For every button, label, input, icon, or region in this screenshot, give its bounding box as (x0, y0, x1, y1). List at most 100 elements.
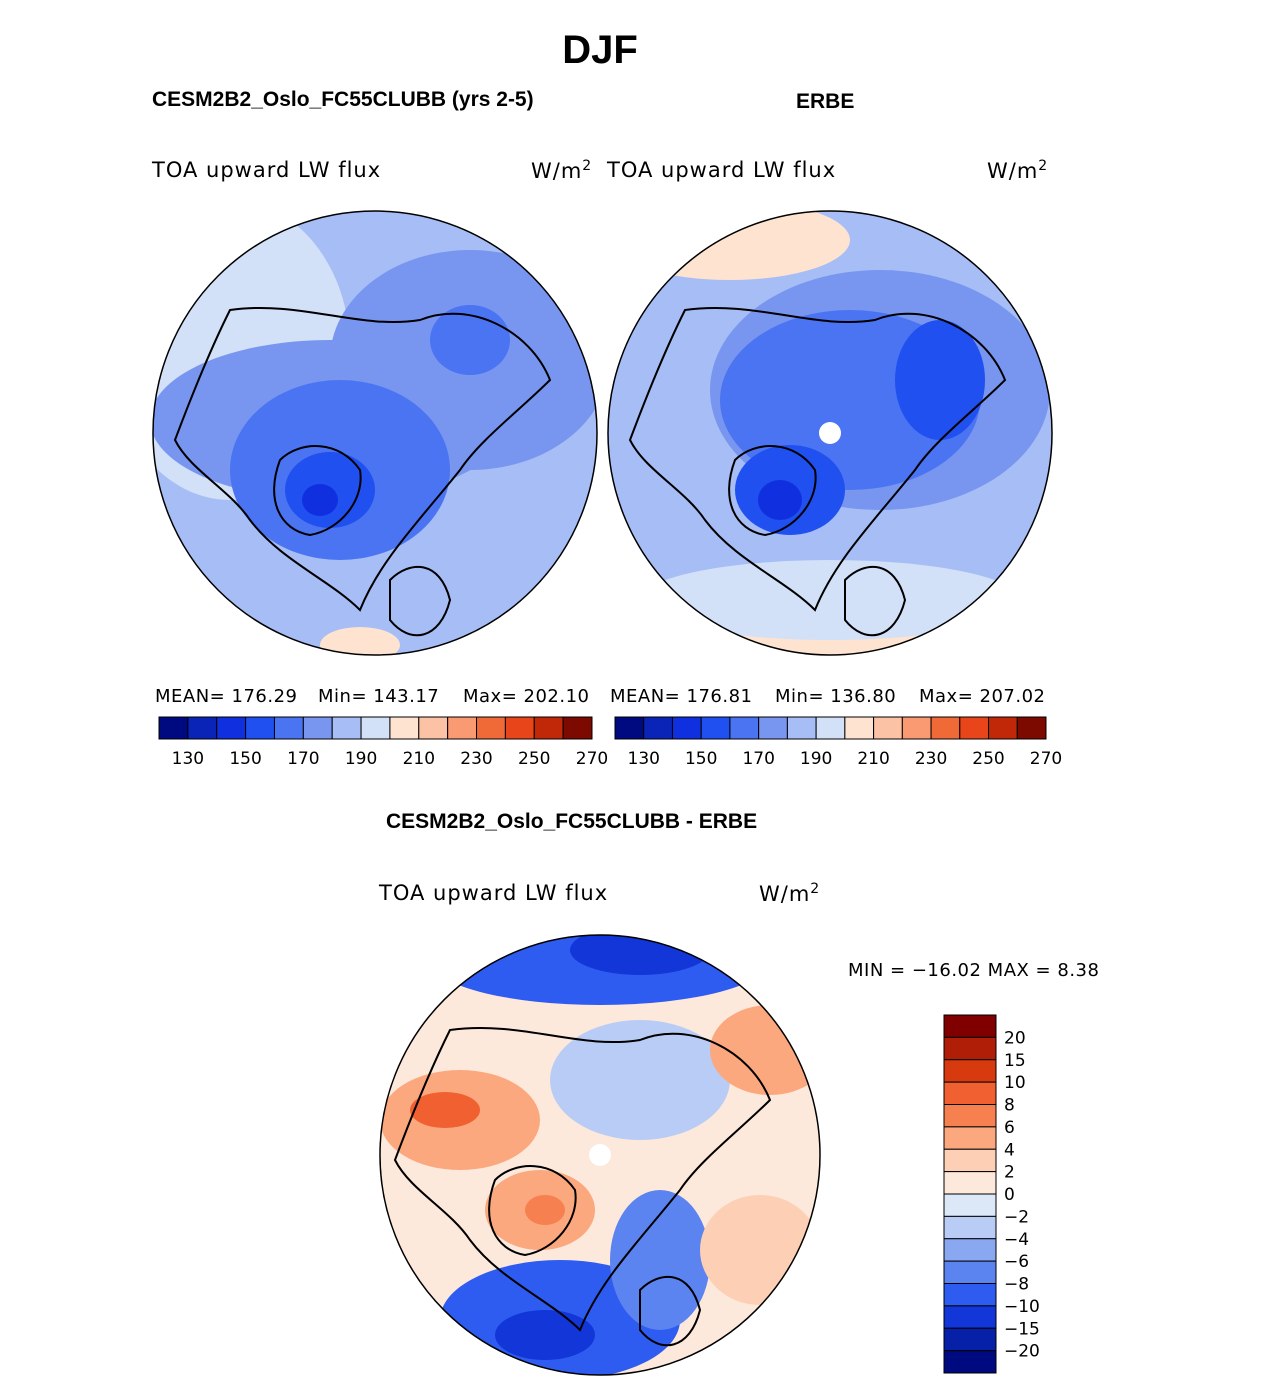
model-colorbar-swatch (476, 716, 506, 740)
diff-colorbar-swatch (943, 1104, 997, 1128)
obs-colorbar-swatch (873, 716, 903, 740)
obs-colorbar-tick-label: 130 (628, 749, 660, 769)
model-colorbar-swatch (216, 716, 247, 740)
diff-units-label: W/m2 (759, 881, 821, 906)
diff-colorbar-tick-label: −20 (1004, 1342, 1040, 1362)
diff-coastline-scandinavia (639, 1275, 702, 1347)
diff-coastline-land (393, 1026, 772, 1332)
obs-variable-label: TOA upward LW flux (607, 158, 837, 182)
diff-colorbar-tick-label: −15 (1004, 1319, 1040, 1339)
model-colorbar-tick-label: 170 (287, 749, 319, 769)
diff-colorbar-swatch (943, 1148, 997, 1173)
model-coastline-greenland (273, 445, 362, 537)
model-units-label: W/m2 (531, 158, 593, 183)
diff-colorbar-tick-label: 0 (1004, 1185, 1015, 1205)
model-colorbar-tick-label: 210 (403, 749, 435, 769)
model-mean: MEAN= 176.29 (155, 686, 298, 707)
model-max: Max= 202.10 (463, 686, 590, 707)
model-panel-title: CESM2B2_Oslo_FC55CLUBB (yrs 2-5) (152, 88, 534, 111)
model-colorbar-swatch (447, 716, 478, 740)
diff-colorbar-tick-label: 10 (1004, 1073, 1026, 1093)
model-colorbar-tick-label: 130 (172, 749, 204, 769)
model-colorbar-swatch (360, 716, 391, 740)
diff-colorbar-swatch (943, 1081, 997, 1105)
model-coastline-scandinavia (389, 565, 452, 637)
obs-colorbar-swatch (729, 716, 760, 740)
diff-colorbar-swatch (943, 1059, 997, 1083)
diff-field-north-core (570, 935, 710, 975)
model-colorbar-tick-label: 250 (518, 749, 550, 769)
diff-colorbar-swatch (943, 1260, 997, 1284)
obs-map (608, 211, 1052, 655)
diff-colorbar-tick-label: 20 (1004, 1028, 1026, 1048)
obs-map-border (607, 210, 1053, 656)
obs-colorbar-tick-label: 230 (915, 749, 947, 769)
diff-map-border (379, 934, 821, 1376)
main-title: DJF (562, 28, 638, 72)
diff-map (380, 935, 820, 1375)
diff-variable-label: TOA upward LW flux (379, 881, 609, 905)
diff-colorbar-swatch (943, 1215, 997, 1240)
model-colorbar: 130 150 170 190 210 230 250 270 (158, 716, 608, 769)
obs-min: Min= 136.80 (775, 686, 897, 707)
obs-colorbar-swatch (844, 716, 875, 740)
obs-colorbar-swatch (786, 716, 817, 740)
diff-field-east-warm (700, 1195, 820, 1305)
model-colorbar-swatch (331, 716, 362, 740)
obs-colorbar-swatch (930, 716, 961, 740)
model-map-border (152, 210, 598, 656)
model-colorbar-swatch (245, 716, 275, 740)
obs-colorbar-tick-label: 190 (800, 749, 832, 769)
diff-colorbar-tick-label: −6 (1004, 1252, 1029, 1272)
obs-colorbar-swatch (758, 716, 788, 740)
obs-colorbar-swatch (700, 716, 731, 740)
diff-minmax: MIN = −16.02 MAX = 8.38 (848, 960, 1100, 981)
obs-colorbar-swatch (671, 716, 702, 740)
diff-colorbar-tick-label: −2 (1004, 1207, 1029, 1227)
obs-colorbar-swatch (643, 716, 673, 740)
diff-colorbar-swatch (943, 1014, 997, 1038)
model-colorbar-tick-label: 270 (576, 749, 608, 769)
model-variable-label: TOA upward LW flux (152, 158, 382, 182)
obs-colorbar-swatch (1016, 716, 1047, 740)
obs-pole-hole (819, 422, 841, 444)
model-colorbar-tick-label: 190 (345, 749, 377, 769)
diff-colorbar-swatch (943, 1238, 997, 1262)
model-field-warm-edge (320, 627, 400, 655)
obs-colorbar-swatch (901, 716, 932, 740)
diff-field-greenland-core (525, 1195, 565, 1225)
diff-colorbar-swatch (943, 1171, 997, 1195)
diff-colorbar-tick-label: 4 (1004, 1140, 1015, 1160)
model-map (153, 211, 597, 655)
obs-colorbar-tick-label: 250 (972, 749, 1004, 769)
obs-units-label: W/m2 (987, 158, 1049, 183)
diff-colorbar-swatch (943, 1327, 997, 1352)
obs-colorbar: 130 150 170 190 210 230 250 270 (614, 716, 1062, 769)
diff-colorbar-tick-label: 2 (1004, 1163, 1015, 1183)
diff-colorbar-swatch (943, 1350, 997, 1374)
model-colorbar-swatch (187, 716, 218, 740)
diff-colorbar-swatch (943, 1126, 997, 1150)
diff-pole-hole (589, 1144, 611, 1166)
diff-colorbar-swatch (943, 1283, 997, 1307)
diff-colorbar-swatch (943, 1305, 997, 1329)
diff-field-atlantic-core (495, 1310, 595, 1360)
obs-coastline-scandinavia (844, 565, 907, 637)
diff-field-central-light (550, 1020, 730, 1140)
model-field-greenland-core (302, 484, 338, 516)
model-colorbar-tick-label: 150 (229, 749, 261, 769)
obs-field-light-south (640, 560, 1020, 640)
diff-field-scandinavia-blue (610, 1190, 710, 1330)
obs-field-siberia-core (895, 320, 985, 440)
diff-colorbar-tick-label: −4 (1004, 1230, 1029, 1250)
obs-colorbar-tick-label: 210 (857, 749, 889, 769)
obs-colorbar-tick-label: 270 (1030, 749, 1062, 769)
model-field-siberia-core (430, 305, 510, 375)
diff-colorbar-tick-label: 15 (1004, 1051, 1026, 1071)
model-min: Min= 143.17 (318, 686, 440, 707)
obs-colorbar-swatch (815, 716, 846, 740)
model-colorbar-swatch (389, 716, 420, 740)
obs-colorbar-swatch (614, 716, 645, 740)
